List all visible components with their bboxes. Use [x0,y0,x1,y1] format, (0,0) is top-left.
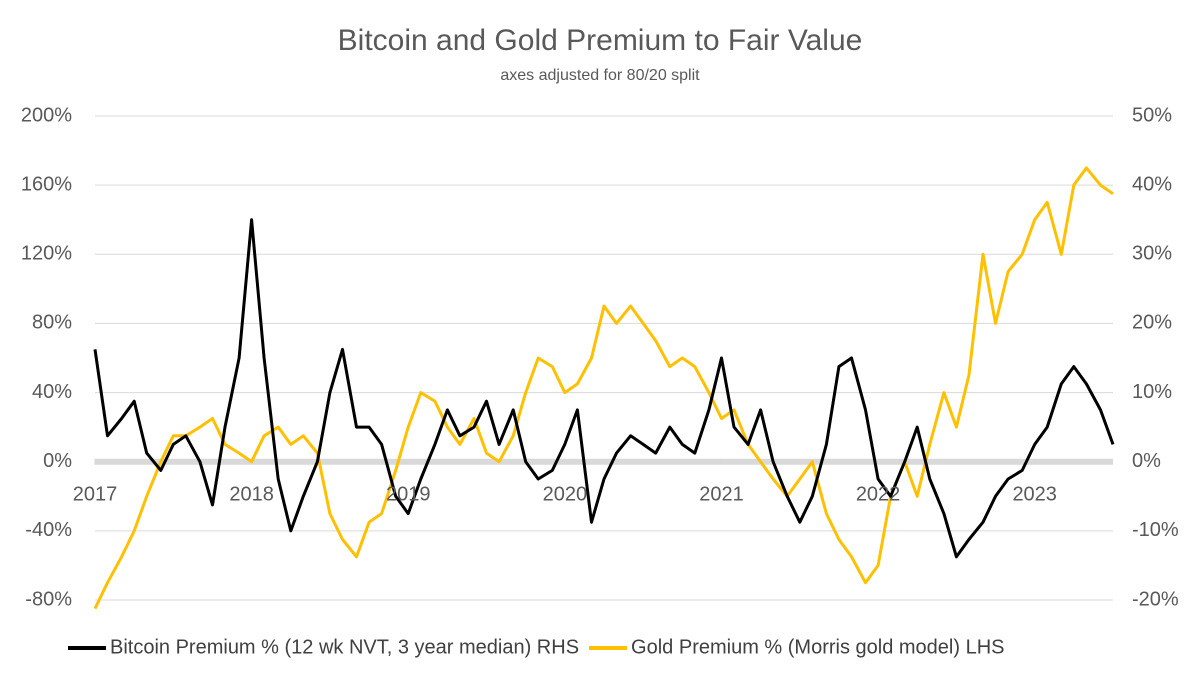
y-tick-label: -80% [25,588,72,610]
chart-title: Bitcoin and Gold Premium to Fair Value [338,24,863,57]
legend-label: Gold Premium % (Morris gold model) LHS [631,636,1004,658]
y-tick-label: 120% [21,243,72,265]
y-tick-label: 200% [21,104,72,126]
series-line [93,166,1114,610]
plot-lines [93,166,1115,610]
series-line [93,218,1115,559]
y2-tick-label: 20% [1132,312,1172,334]
y2-tick-label: 40% [1132,173,1172,195]
y2-tick-label: 0% [1132,450,1161,472]
y-tick-label: 0% [43,450,72,472]
x-tick-label: 2023 [1012,483,1057,505]
y2-tick-label: -10% [1132,519,1179,541]
x-tick-label: 2021 [699,483,744,505]
grid [94,115,1113,601]
x-tick-label: 2020 [543,483,588,505]
x-tick-label: 2017 [73,483,118,505]
x-tick-label: 2022 [856,483,901,505]
y2-tick-label: 50% [1132,104,1172,126]
y2-tick-label: -20% [1132,588,1179,610]
y2-tick-label: 30% [1132,243,1172,265]
y-tick-label: 40% [32,381,72,403]
legend-label: Bitcoin Premium % (12 wk NVT, 3 year med… [110,636,579,658]
labels: -80% -40% 0% 40% 80% 120% 160% 200% -20% -10% 0% 10… [21,104,1179,658]
y-tick-label: 160% [21,173,72,195]
x-tick-label: 2019 [386,483,431,505]
y-tick-label: -40% [25,519,72,541]
y-tick-label: 80% [32,312,72,334]
x-tick-label: 2018 [229,483,274,505]
y2-tick-label: 10% [1132,381,1172,403]
chart-subtitle: axes adjusted for 80/20 split [500,67,700,84]
